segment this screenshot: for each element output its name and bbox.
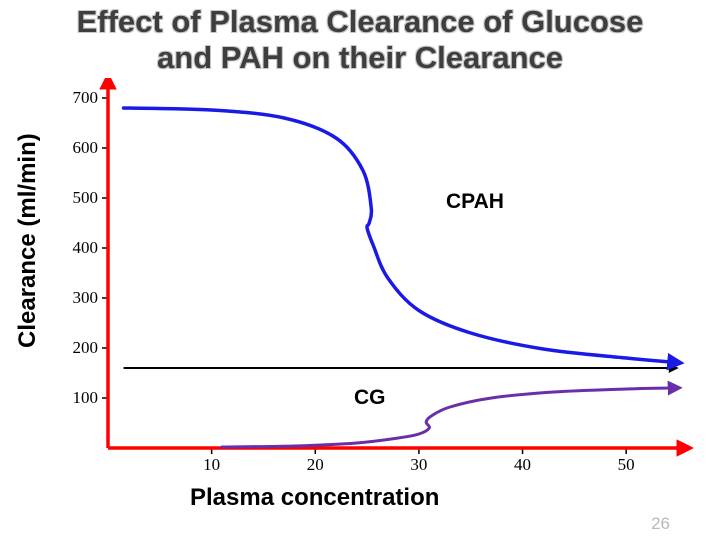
chart-svg: 100 200 300 400 500 600 700 10 20 30 40 50: [58, 78, 698, 478]
svg-text:30: 30: [410, 455, 427, 474]
series-label-cpah: CPAH: [446, 190, 504, 214]
svg-text:700: 700: [73, 88, 99, 107]
svg-text:200: 200: [73, 338, 99, 357]
svg-text:300: 300: [73, 288, 99, 307]
svg-text:600: 600: [73, 138, 99, 157]
svg-text:100: 100: [73, 388, 99, 407]
svg-text:10: 10: [203, 455, 220, 474]
svg-text:500: 500: [73, 188, 99, 207]
chart-title: Effect of Plasma Clearance of Glucose an…: [0, 4, 720, 75]
title-line-2: and PAH on their Clearance: [157, 40, 563, 75]
x-axis-label: Plasma concentration: [190, 484, 439, 512]
svg-text:50: 50: [618, 455, 635, 474]
svg-text:20: 20: [307, 455, 324, 474]
page-number: 26: [651, 514, 670, 534]
svg-text:40: 40: [514, 455, 531, 474]
chart-area: 100 200 300 400 500 600 700 10 20 30 40 50 CPAH CG: [58, 78, 698, 478]
svg-text:400: 400: [73, 238, 99, 257]
title-line-1: Effect of Plasma Clearance of Glucose: [77, 4, 644, 39]
y-axis-label: Clearance (ml/min): [14, 133, 42, 348]
series-label-cg: CG: [354, 386, 386, 410]
